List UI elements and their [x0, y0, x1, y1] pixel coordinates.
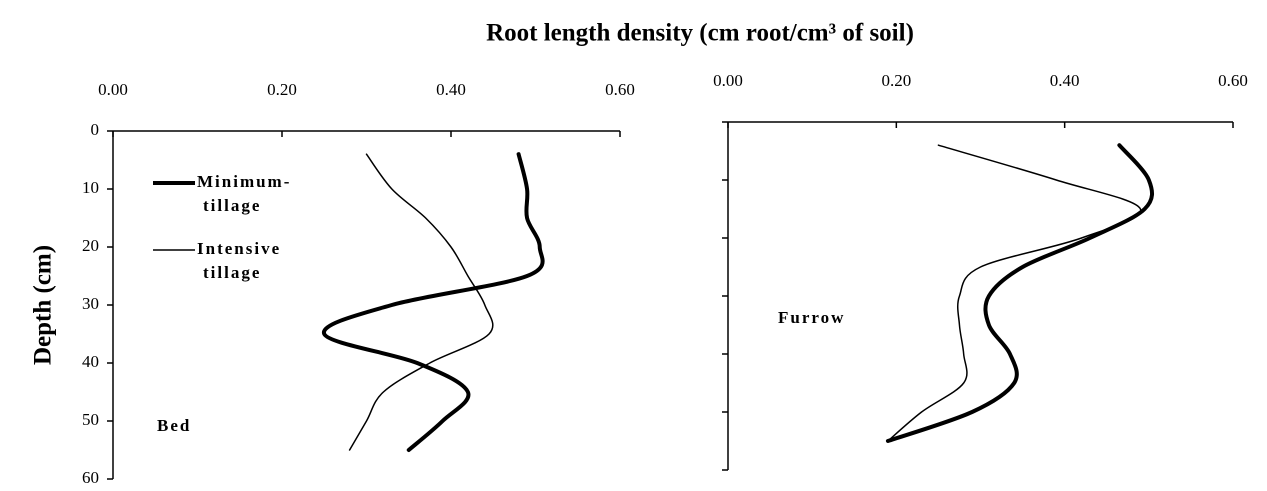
chart-title: Root length density (cm root/cm³ of soil… — [486, 20, 914, 47]
y-tick-label: 0 — [91, 120, 100, 139]
y-tick-label: 50 — [82, 410, 99, 429]
y-tick-label: 10 — [82, 178, 99, 197]
x-tick-label: 0.40 — [1050, 71, 1080, 90]
panel-label: Bed — [157, 416, 191, 435]
y-tick-label: 40 — [82, 352, 99, 371]
panel-label: Furrow — [778, 308, 845, 327]
series-line — [322, 152, 545, 452]
x-tick-label: 0.20 — [267, 80, 297, 99]
x-tick-label: 0.20 — [881, 71, 911, 90]
x-tick-label: 0.00 — [98, 80, 128, 99]
x-tick-label: 0.60 — [1218, 71, 1248, 90]
y-tick-label: 60 — [82, 468, 99, 487]
series-line — [885, 143, 1154, 443]
y-tick-label: 20 — [82, 236, 99, 255]
x-tick-label: 0.40 — [436, 80, 466, 99]
legend-label: Minimum-tillage — [197, 172, 291, 215]
series-line — [348, 153, 494, 451]
y-tick-label: 30 — [82, 294, 99, 313]
y-axis-label: Depth (cm) — [30, 245, 57, 365]
legend-label: Intensive tillage — [197, 239, 287, 282]
x-tick-label: 0.00 — [713, 71, 743, 90]
x-tick-label: 0.60 — [605, 80, 635, 99]
series-line — [887, 144, 1142, 442]
